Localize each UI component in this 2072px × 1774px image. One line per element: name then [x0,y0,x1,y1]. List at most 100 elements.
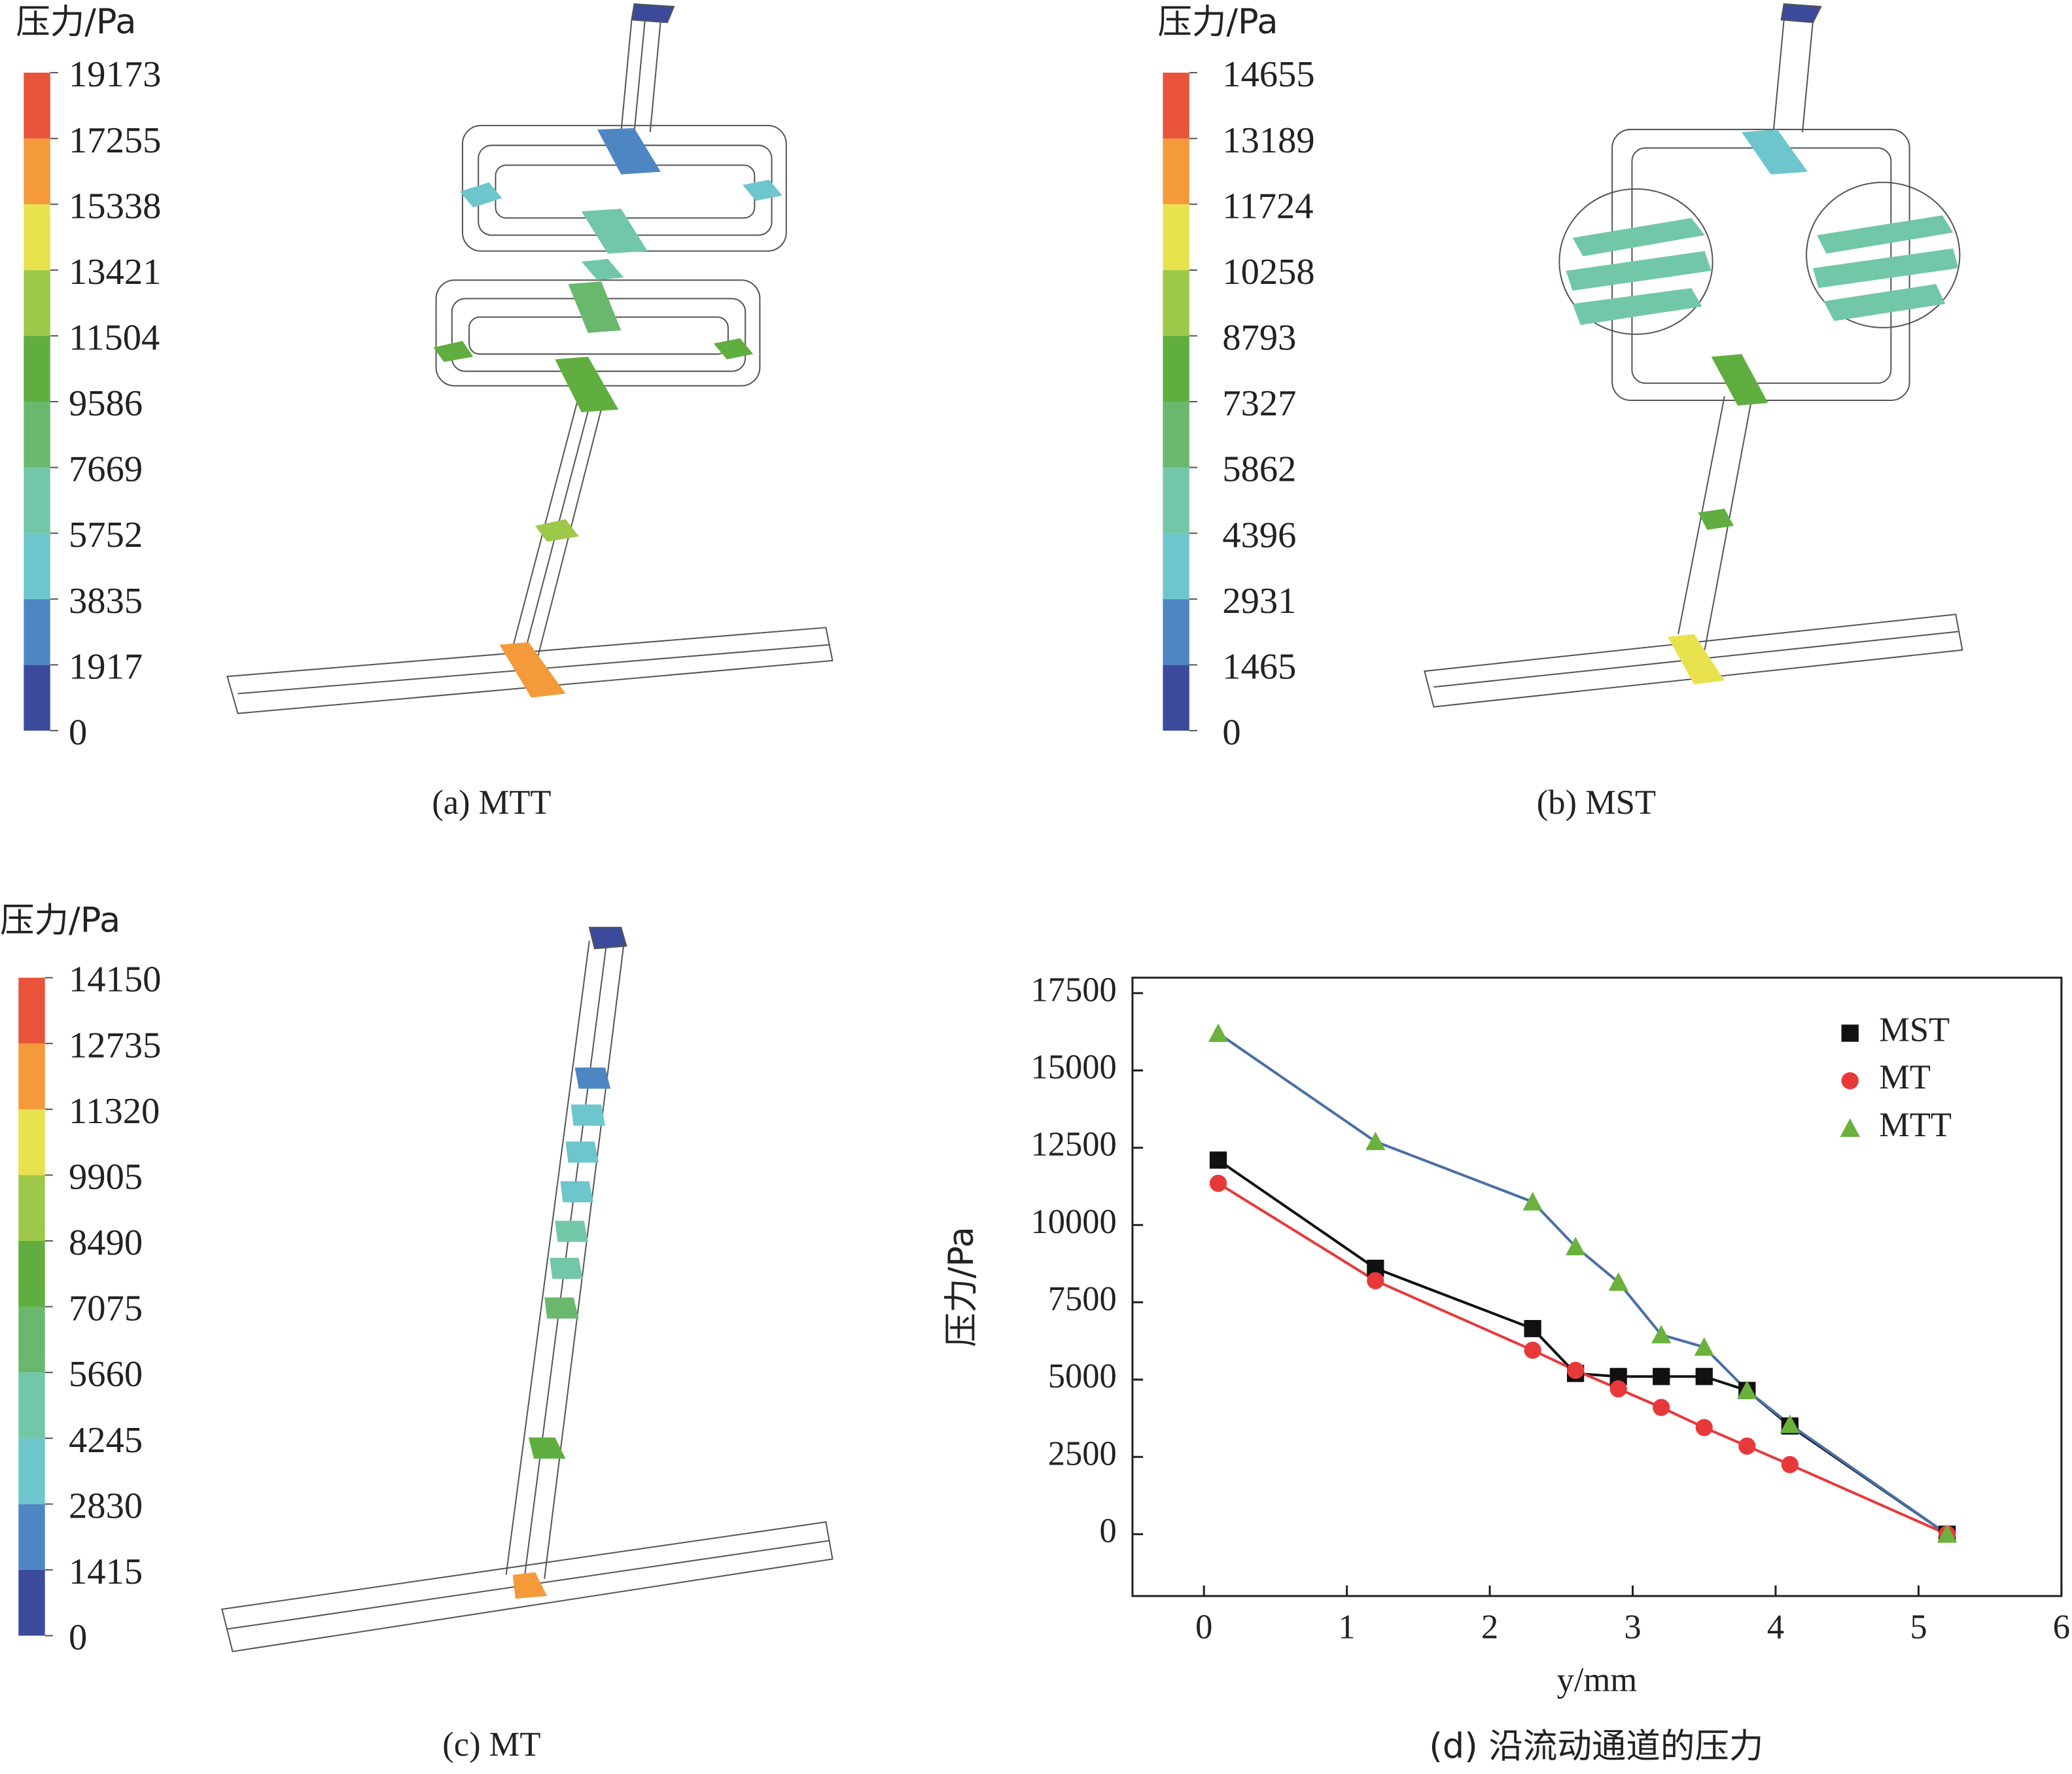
colorbar-band [18,1372,45,1438]
colorbar-tick-label: 9905 [69,1157,143,1197]
colorbar-band [18,1109,45,1175]
caption: (b) MST [1537,784,1656,822]
colorbar-tick-label: 10258 [1222,252,1314,292]
colorbar-band [24,73,50,139]
marker [1566,1236,1586,1255]
y-tick-label: 5000 [1048,1357,1117,1395]
colorbar-band [24,665,50,731]
colorbar-band [24,533,50,599]
plot-frame [1131,977,2063,1597]
marker [1208,1023,1229,1042]
colorbar-band [18,977,45,1044]
marker [1609,1380,1627,1398]
colorbar-tick-label: 4245 [69,1420,143,1461]
colorbar-band [24,204,50,270]
marker [1694,1337,1714,1356]
marker [1695,1368,1713,1385]
legend-label: MT [1879,1058,1931,1096]
colorbar-tick-label: 15338 [69,186,161,226]
colorbar-tick-label: 9586 [69,383,143,424]
caption: (d) 沿流动通道的压力 [1429,1726,1763,1766]
colorbar-tick-label: 4396 [1222,515,1296,555]
legend-marker [1840,1118,1860,1138]
x-tick-label: 4 [1767,1608,1784,1646]
colorbar-band [1163,204,1189,270]
colorbar-tick-label: 1415 [69,1552,143,1592]
colorbar-band [24,138,50,205]
colorbar-tick-label: 13421 [69,252,161,292]
render-mtt [226,3,834,714]
marker [1653,1399,1670,1416]
colorbar-tick-label: 8490 [69,1223,143,1263]
colorbar-band [1163,336,1189,402]
legend-marker [1841,1072,1859,1090]
marker [1780,1414,1800,1433]
colorbar-band [18,1175,45,1241]
colorbar-tick-label: 2931 [1222,581,1296,621]
legend-label: MTT [1879,1106,1952,1144]
marker [1738,1437,1756,1455]
colorbar-band [18,1569,45,1636]
y-tick-label: 15000 [1030,1048,1116,1086]
colorbar-tick-label: 11724 [1222,186,1313,226]
colorbar-band [1163,138,1189,205]
colorbar-tick-label: 7669 [69,449,143,490]
colorbar-tick-label: 5660 [69,1354,143,1395]
colorbar-band [1163,533,1189,599]
series-line [1217,1158,1948,1536]
colorbar-band [18,1043,45,1109]
colorbar-tick-label: 0 [69,712,87,753]
marker [1209,1151,1227,1169]
colorbar-tick-label: 0 [69,1618,87,1658]
colorbar-tick-label: 3835 [69,581,143,621]
marker [1651,1325,1672,1344]
marker [1695,1419,1713,1436]
y-tick-label: 12500 [1030,1126,1116,1164]
colorbar-tick-label: 5752 [69,515,143,555]
colorbar-tick-label: 0 [1222,712,1240,753]
colorbar-band [1163,73,1189,139]
colorbar-tick-label: 11504 [69,317,160,358]
colorbar-band [18,1306,45,1373]
series-line [1217,1182,1948,1536]
render-mt [221,926,834,1652]
colorbar-title: 压力/Pa [16,2,136,42]
colorbar-tick-label: 5862 [1222,449,1296,490]
colorbar-band [18,1438,45,1504]
y-tick-label: 10000 [1030,1203,1116,1241]
colorbar-band [24,467,50,534]
colorbar-band [1163,270,1189,336]
colorbar-tick-label: 1465 [1222,646,1296,687]
y-tick-label: 17500 [1030,971,1116,1009]
marker [1209,1174,1227,1192]
colorbar-band [1163,467,1189,534]
legend-marker [1841,1024,1859,1042]
colorbar-tick-label: 12735 [69,1025,161,1066]
x-tick-label: 2 [1481,1608,1498,1646]
colorbar-band [1163,599,1189,665]
marker [1737,1380,1757,1399]
x-tick-label: 5 [1910,1608,1927,1646]
colorbar-tick-label: 14150 [69,960,161,1000]
colorbar-tick-label: 7075 [69,1289,143,1329]
y-tick-label: 2500 [1048,1435,1117,1472]
x-tick-label: 3 [1624,1608,1641,1646]
caption: (a) MTT [432,784,551,822]
colorbar-band [24,270,50,336]
colorbar-tick-label: 1917 [69,646,143,687]
colorbar-tick-label: 2830 [69,1486,143,1526]
x-tick-label: 0 [1195,1608,1212,1646]
colorbar-band [18,1240,45,1307]
marker [1567,1361,1585,1380]
x-tick-label: 6 [2053,1608,2070,1646]
colorbar-band [24,599,50,665]
colorbar-tick-label: 7327 [1222,383,1296,424]
colorbar-tick-label: 19173 [69,54,161,95]
caption: (c) MT [442,1726,540,1764]
colorbar-band [18,1504,45,1570]
marker [1937,1524,1958,1543]
y-axis-label: 压力/Pa [941,1226,981,1347]
y-tick-label: 0 [1099,1512,1116,1550]
colorbar-band [24,336,50,402]
